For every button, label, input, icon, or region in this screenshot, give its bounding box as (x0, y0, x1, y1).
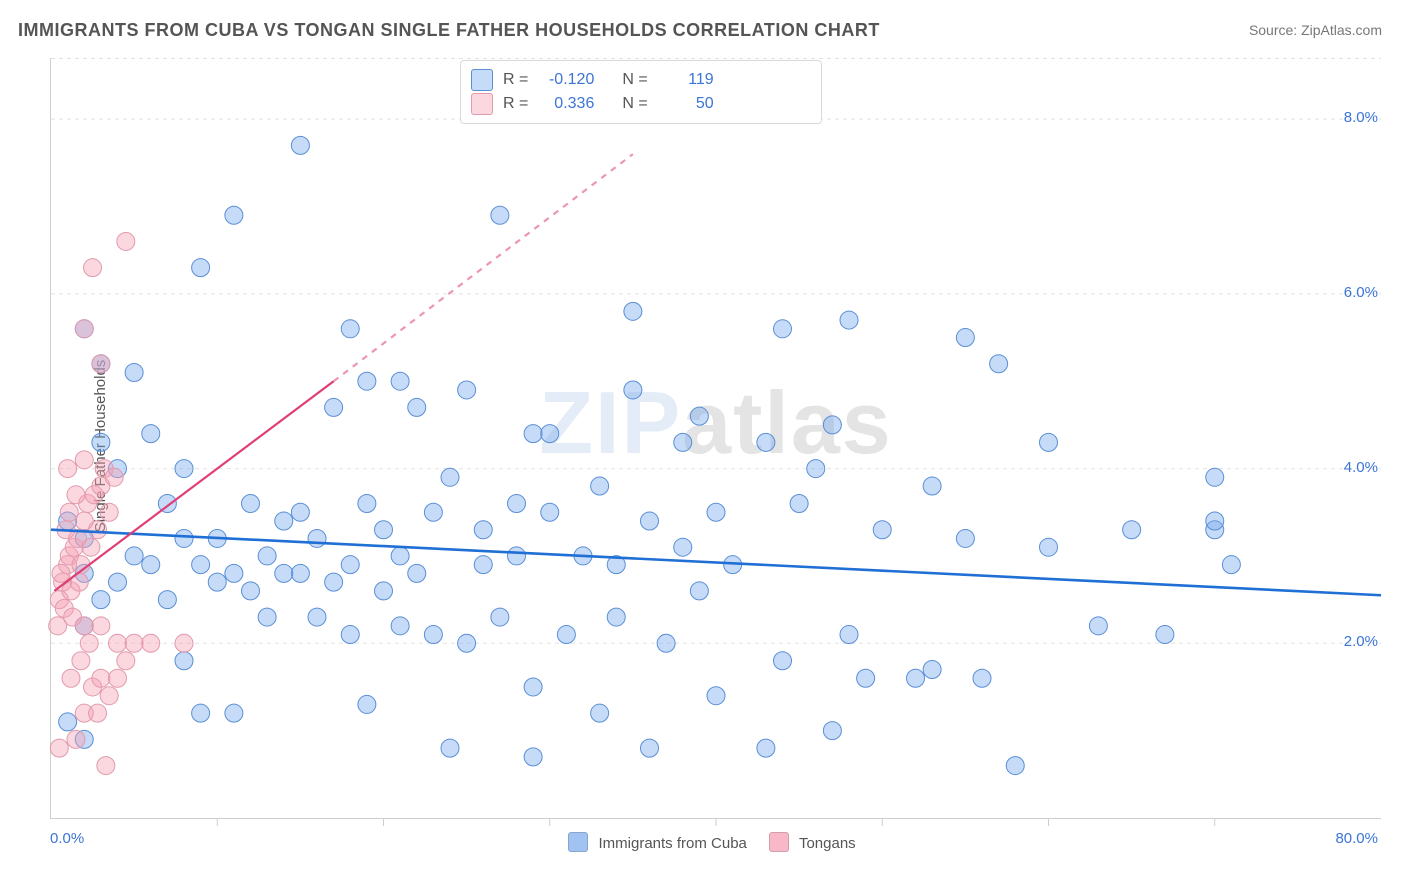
ytick-label: 2.0% (1344, 633, 1378, 650)
legend-swatch-0 (568, 832, 588, 852)
statbox-swatch-tongans (471, 93, 493, 115)
legend-label-0: Immigrants from Cuba (599, 835, 747, 852)
correlation-statbox: R = -0.120 N = 119 R = 0.336 N = 50 (460, 60, 822, 124)
legend-swatch-1 (769, 832, 789, 852)
statbox-N-value-1: 50 (658, 95, 714, 113)
plot-area: ZIPatlas (50, 58, 1381, 819)
bottom-legend: Immigrants from Cuba Tongans (0, 832, 1406, 852)
source-label: Source: ZipAtlas.com (1249, 22, 1382, 38)
statbox-R-value-1: 0.336 (538, 95, 594, 113)
statbox-row-tongans: R = 0.336 N = 50 (471, 93, 811, 115)
statbox-N-label-0: N = (622, 71, 647, 89)
statbox-swatch-cuba (471, 69, 493, 91)
statbox-row-cuba: R = -0.120 N = 119 (471, 69, 811, 91)
chart-svg (51, 58, 1381, 818)
statbox-N-value-0: 119 (658, 71, 714, 89)
statbox-R-label-0: R = (503, 71, 528, 89)
statbox-N-label-1: N = (622, 95, 647, 113)
ytick-label: 4.0% (1344, 459, 1378, 476)
ytick-label: 8.0% (1344, 109, 1378, 126)
statbox-R-label-1: R = (503, 95, 528, 113)
statbox-R-value-0: -0.120 (538, 71, 594, 89)
chart-title: IMMIGRANTS FROM CUBA VS TONGAN SINGLE FA… (18, 20, 880, 41)
legend-label-1: Tongans (799, 835, 856, 852)
ytick-label: 6.0% (1344, 284, 1378, 301)
